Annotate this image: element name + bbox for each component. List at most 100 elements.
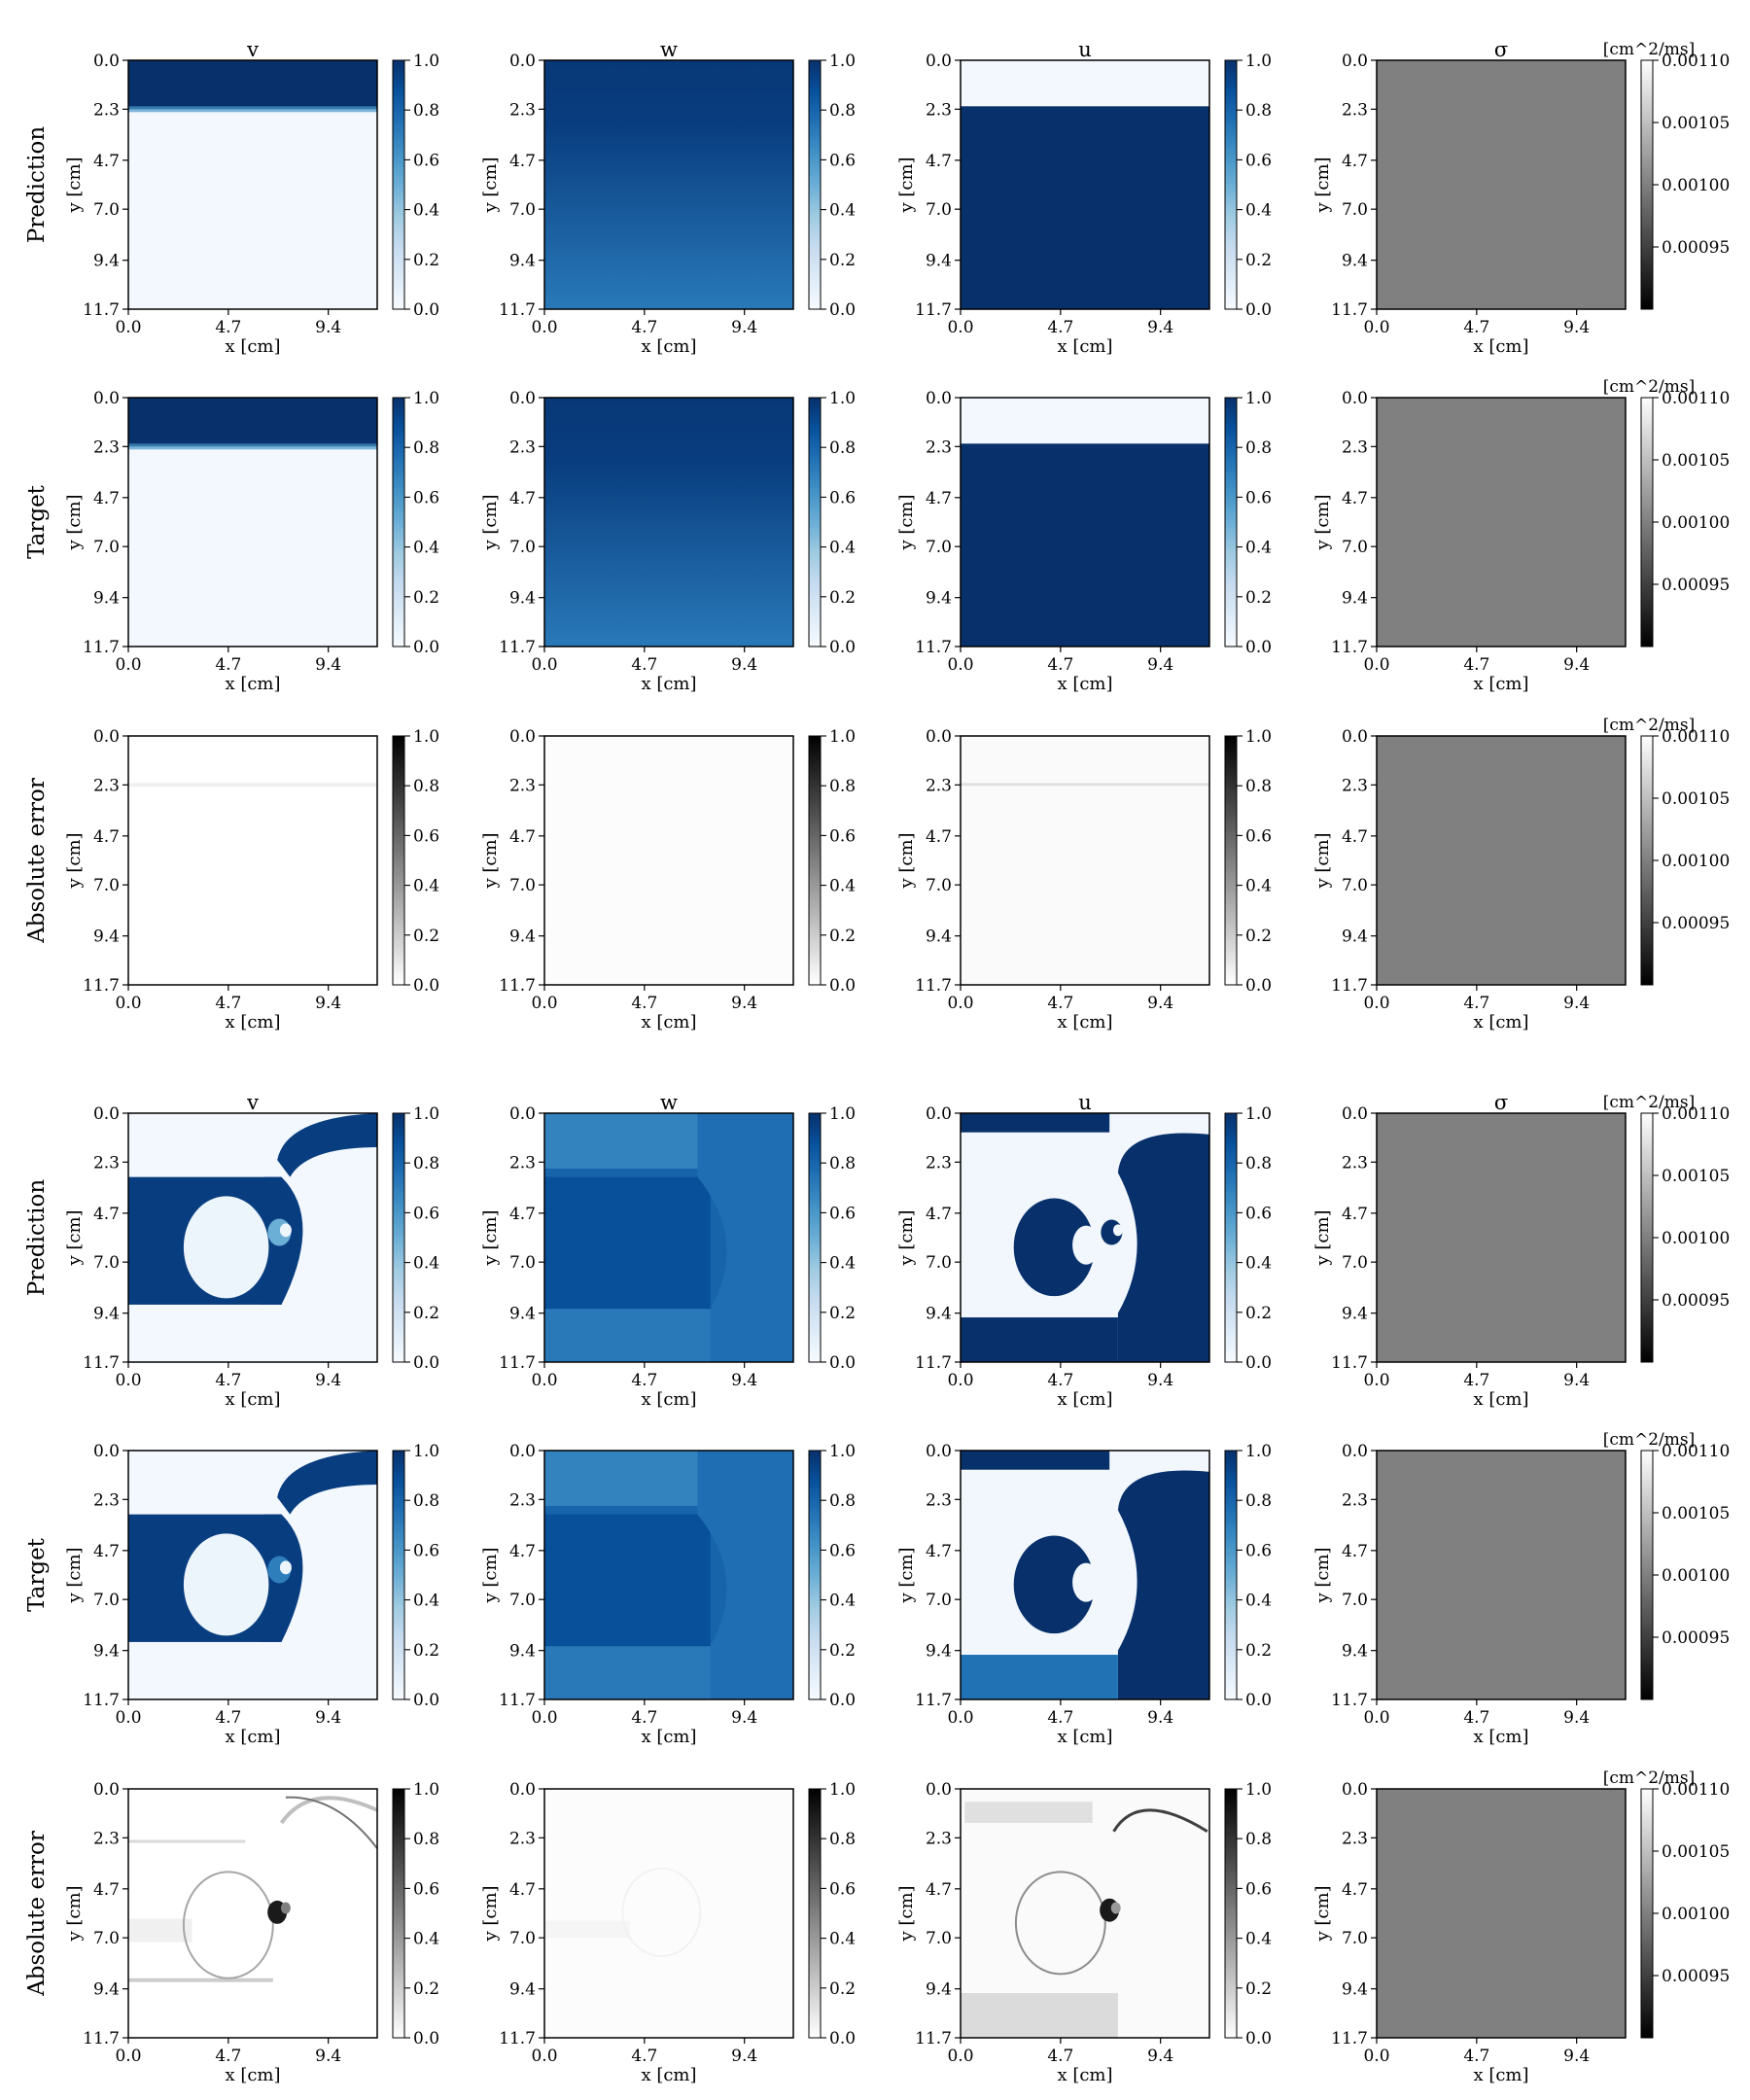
y-tick-label: 4.7	[1342, 152, 1368, 171]
y-tick-label: 0.0	[926, 1104, 952, 1124]
y-tick-label: 7.0	[926, 1929, 952, 1948]
colorbar	[392, 59, 405, 310]
x-tick-label: 4.7	[1047, 1708, 1073, 1728]
colorbar-tick-label: 1.0	[1245, 727, 1272, 747]
colorbar-tick-label: 0.4	[413, 539, 439, 558]
colorbar	[1640, 59, 1654, 310]
panel-u: 0.02.34.77.09.411.70.0 4.7 9.4x [cm]y [cm]…	[896, 1442, 1272, 1747]
colorbar	[808, 397, 822, 648]
y-tick-label: 9.4	[926, 928, 952, 947]
y-tick-label: 4.7	[926, 1542, 952, 1561]
panel-title: v	[246, 38, 259, 61]
panel-title: w	[660, 1091, 678, 1114]
x-axis-label: x [cm]	[1057, 1727, 1112, 1747]
y-tick-label: 7.0	[1342, 876, 1368, 895]
y-tick-label: 0.0	[1342, 1104, 1368, 1124]
y-tick-label: 2.3	[1342, 1490, 1368, 1510]
y-axis-label: y [cm]	[64, 494, 85, 550]
colorbar-tick-label: 0.2	[829, 1641, 856, 1661]
colorbar-tick-label: 0.00110	[1662, 727, 1730, 747]
y-tick-label: 2.3	[926, 438, 952, 457]
y-tick-label: 7.0	[509, 876, 536, 895]
x-tick-label: 0.0	[531, 994, 557, 1013]
x-tick-label: 4.7	[1463, 1708, 1489, 1728]
colorbar-tick-label: 1.0	[1245, 389, 1272, 408]
y-tick-label: 7.0	[93, 1253, 120, 1273]
y-tick-label: 2.3	[1342, 438, 1368, 457]
colorbar-tick-label: 0.8	[1245, 1154, 1272, 1173]
x-tick-label: 4.7	[1047, 318, 1073, 337]
y-tick-label: 4.7	[926, 1880, 952, 1900]
y-tick-label: 9.4	[509, 252, 536, 271]
y-tick-label: 2.3	[93, 1829, 120, 1848]
x-tick-label: 0.0	[531, 1371, 557, 1390]
colorbar	[1640, 1112, 1654, 1363]
y-axis-label: y [cm]	[64, 1209, 85, 1266]
x-tick-label: 0.0	[947, 1371, 973, 1390]
colorbar-tick-label: 0.4	[829, 201, 856, 221]
y-tick-label: 2.3	[509, 1829, 536, 1848]
field	[128, 1451, 377, 1699]
y-tick-label: 0.0	[926, 1780, 952, 1800]
error-ring	[621, 1867, 702, 1957]
colorbar-tick-label: 0.6	[1245, 1204, 1272, 1223]
y-tick-label: 9.4	[509, 1980, 536, 2000]
y-tick-label: 7.0	[926, 1253, 952, 1273]
plot-frame	[543, 59, 794, 310]
x-tick-label: 4.7	[1463, 2047, 1489, 2066]
y-tick-label: 0.0	[509, 727, 536, 747]
y-tick-label: 9.4	[926, 1305, 952, 1324]
colorbar-tick-label: 0.2	[413, 1304, 439, 1323]
plot-frame	[543, 1450, 794, 1700]
x-tick-label: 0.0	[531, 1708, 557, 1728]
panel-sigma: 0.02.34.77.09.411.70.0 4.7 9.4x [cm]y [cm]…	[1312, 377, 1730, 694]
colorbar-tick-label: 0.0	[413, 976, 439, 996]
panel-u: u0.02.34.77.09.411.70.0 4.7 9.4x [cm]y [cm…	[896, 38, 1272, 357]
colorbar-tick-label: 0.4	[1245, 539, 1272, 558]
x-tick-label: 4.7	[1463, 994, 1489, 1013]
colorbar-tick-label: 0.6	[829, 1541, 856, 1560]
x-tick-label: 4.7	[631, 655, 657, 675]
colorbar-tick-label: 0.4	[829, 1592, 856, 1611]
x-tick-label: 9.4	[731, 318, 757, 337]
y-tick-label: 11.7	[1331, 976, 1368, 996]
panel-w: 0.02.34.77.09.411.70.0 4.7 9.4x [cm]y [cm]…	[480, 389, 856, 694]
u-rest-band	[961, 398, 1209, 444]
row-label: Target	[24, 1537, 50, 1612]
colorbar	[808, 735, 822, 986]
y-tick-label: 11.7	[499, 638, 536, 657]
y-tick-label: 9.4	[926, 1642, 952, 1662]
error-field	[961, 736, 1209, 985]
u-top-band	[961, 1113, 1110, 1133]
u-core	[1013, 1535, 1095, 1634]
y-axis-label: y [cm]	[1312, 494, 1333, 550]
x-tick-label: 0.0	[115, 655, 141, 675]
y-tick-label: 7.0	[1342, 200, 1368, 220]
y-tick-label: 11.7	[915, 300, 952, 320]
colorbar-tick-label: 0.2	[413, 251, 439, 270]
colorbar-tick-label: 0.8	[413, 1830, 439, 1849]
colorbar-tick-label: 0.00110	[1662, 1442, 1730, 1461]
y-tick-label: 9.4	[93, 928, 120, 947]
y-tick-label: 0.0	[509, 1780, 536, 1800]
y-tick-label: 2.3	[93, 776, 120, 795]
y-tick-label: 9.4	[93, 1980, 120, 2000]
colorbar-tick-label: 0.6	[413, 488, 439, 508]
panel-title: σ	[1494, 1091, 1508, 1114]
error-field	[128, 736, 377, 985]
colorbar-tick-label: 0.6	[413, 1204, 439, 1223]
panel-title: u	[1078, 1091, 1092, 1114]
colorbar-tick-label: 1.0	[829, 1104, 856, 1124]
y-tick-label: 11.7	[1331, 1691, 1368, 1710]
y-tick-label: 0.0	[1342, 1780, 1368, 1800]
y-tick-label: 4.7	[926, 1205, 952, 1224]
w-right-region	[697, 1451, 793, 1699]
x-tick-label: 0.0	[947, 2047, 973, 2066]
colorbar	[1224, 1788, 1238, 2039]
x-axis-label: x [cm]	[1473, 1012, 1528, 1032]
colorbar	[1224, 1112, 1238, 1363]
field	[544, 60, 793, 309]
w-lower-band	[544, 1646, 711, 1699]
colorbar-tick-label: 0.0	[829, 1691, 856, 1710]
